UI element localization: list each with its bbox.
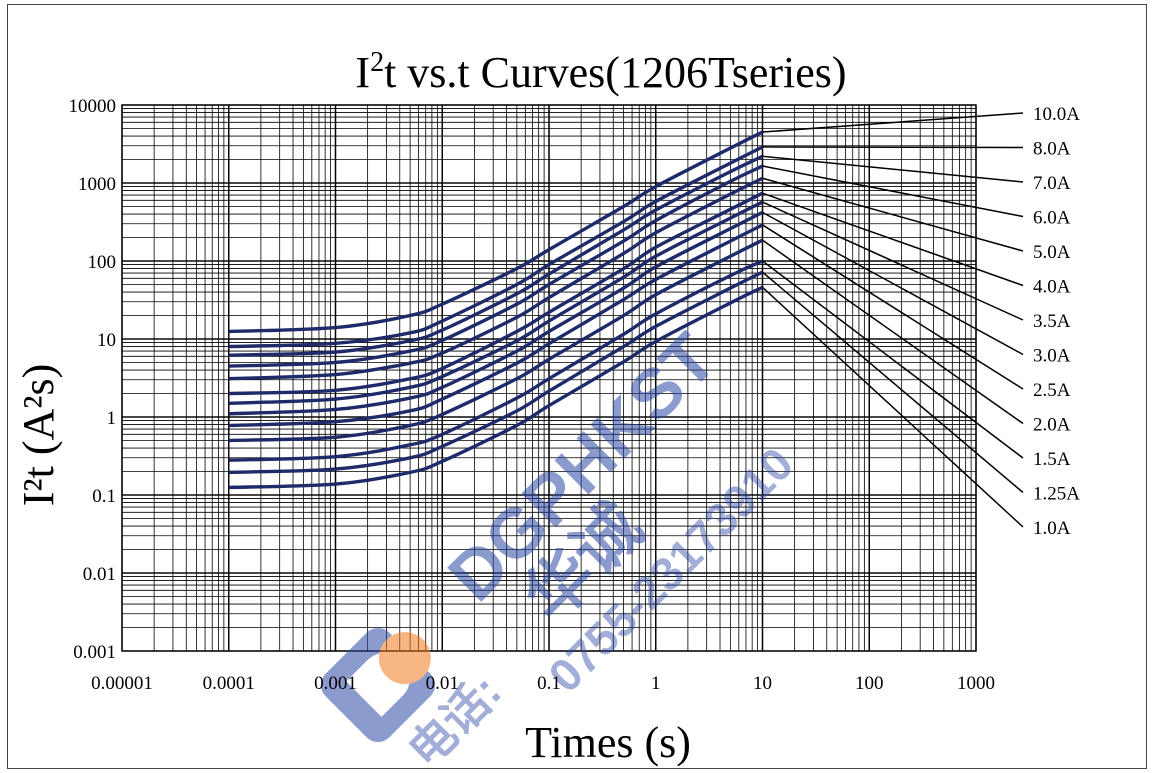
chart-frame: I2t vs.t Curves(1206Tseries) DGPHKST 华诚 07… bbox=[7, 4, 1147, 770]
series-label: 1.25A bbox=[1033, 484, 1080, 505]
series-label: 7.0A bbox=[1033, 173, 1071, 194]
x-axis-title: Times (s) bbox=[525, 718, 691, 767]
series-group bbox=[228, 130, 764, 490]
chart-svg: I2t vs.t Curves(1206Tseries) DGPHKST华诚07… bbox=[14, 47, 1080, 770]
series-label: 2.0A bbox=[1033, 415, 1071, 436]
x-tick-label: 0.00001 bbox=[91, 673, 153, 694]
x-tick-label: 0.001 bbox=[314, 673, 357, 694]
y-tick-label: 1000 bbox=[78, 174, 116, 195]
series-line bbox=[228, 210, 764, 416]
series-label: 5.0A bbox=[1033, 242, 1071, 263]
y-tick-label: 0.001 bbox=[73, 642, 116, 663]
chart-title: I2t vs.t Curves(1206Tseries) bbox=[355, 47, 846, 97]
series-line bbox=[228, 238, 764, 443]
series-line bbox=[228, 154, 764, 357]
series-line bbox=[228, 130, 764, 334]
leader-line bbox=[762, 177, 1024, 252]
series-labels: 10.0A 8.0A 7.0A 6.0A 5.0A 4.0A 3.5A 3.0A 2.5A 2.0… bbox=[1033, 104, 1080, 539]
x-tick-labels: 0.00001 0.0001 0.001 0.01 0.1 1 10 100 1000 bbox=[91, 673, 995, 694]
x-tick-label: 100 bbox=[855, 673, 884, 694]
y-tick-label: 1 bbox=[107, 408, 117, 429]
leader-lines bbox=[761, 112, 1024, 528]
series-label: 3.0A bbox=[1033, 346, 1071, 367]
series-label: 4.0A bbox=[1033, 277, 1071, 298]
x-tick-label: 0.01 bbox=[426, 673, 459, 694]
leader-line bbox=[762, 192, 1024, 287]
x-tick-label: 1000 bbox=[957, 673, 995, 694]
leader-line bbox=[761, 286, 1024, 528]
leader-line bbox=[762, 165, 1024, 218]
series-line bbox=[228, 176, 764, 381]
series-label: 3.5A bbox=[1033, 311, 1071, 332]
leader-line bbox=[762, 112, 1024, 133]
leader-line bbox=[762, 146, 1024, 149]
leader-line bbox=[762, 271, 1024, 494]
leader-line bbox=[762, 239, 1024, 425]
y-tick-labels: 10000 1000 100 10 1 0.1 0.01 0.001 bbox=[69, 96, 117, 663]
y-tick-label: 0.1 bbox=[92, 486, 116, 507]
series-line bbox=[228, 223, 764, 428]
series-line bbox=[228, 191, 764, 396]
leader-line bbox=[762, 224, 1024, 390]
x-tick-label: 1 bbox=[651, 673, 661, 694]
y-tick-label: 100 bbox=[88, 252, 117, 273]
x-tick-label: 0.1 bbox=[537, 673, 561, 694]
x-tick-label: 0.0001 bbox=[203, 673, 255, 694]
series-line bbox=[228, 259, 764, 462]
series-line bbox=[228, 270, 764, 475]
series-label: 2.5A bbox=[1033, 380, 1071, 401]
series-label: 6.0A bbox=[1033, 208, 1071, 229]
y-tick-label: 10000 bbox=[69, 96, 117, 117]
series-label: 10.0A bbox=[1033, 104, 1080, 125]
leader-line bbox=[762, 211, 1024, 356]
x-tick-label: 10 bbox=[753, 673, 772, 694]
leader-line bbox=[762, 201, 1024, 321]
series-label: 8.0A bbox=[1033, 139, 1071, 160]
watermark-logo bbox=[320, 627, 436, 743]
series-line bbox=[228, 200, 764, 405]
leader-line bbox=[762, 155, 1024, 183]
y-tick-label: 10 bbox=[97, 330, 116, 351]
series-line bbox=[228, 164, 764, 368]
y-tick-label: 0.01 bbox=[83, 564, 116, 585]
series-line bbox=[228, 285, 764, 490]
y-axis-title: I²t (A²s) bbox=[14, 364, 63, 506]
series-line bbox=[228, 145, 764, 349]
leader-line bbox=[762, 260, 1024, 459]
series-label: 1.5A bbox=[1033, 449, 1071, 470]
watermark-logo-circle bbox=[378, 632, 431, 685]
series-label: 1.0A bbox=[1033, 518, 1071, 539]
